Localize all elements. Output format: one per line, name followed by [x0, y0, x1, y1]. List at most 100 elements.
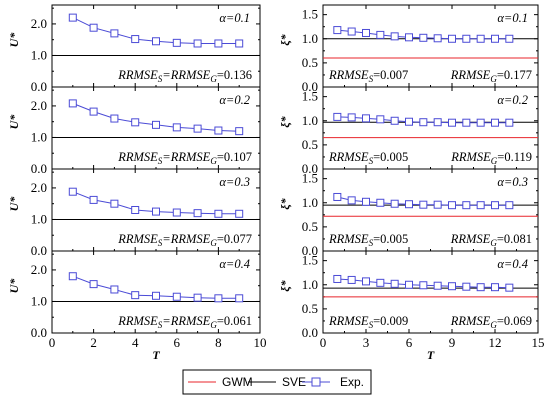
exp-point: [405, 280, 413, 289]
exp-point: [362, 197, 370, 206]
y-tick-label: 0.0: [302, 325, 318, 340]
rrmse-value: =0.009: [373, 314, 408, 328]
exp-point: [347, 113, 356, 122]
panel-a-2: 0.0 1.0 2.0 U* α=0.2 RRMSES=RRMSEG=0.107: [7, 86, 261, 176]
exp-point: [491, 283, 499, 292]
y-tick-label: 0.5: [302, 55, 318, 70]
rrmse-subscript: G: [210, 156, 217, 166]
exp-point: [390, 32, 399, 41]
rrmse-s-label: RRMSES=0.005: [328, 150, 408, 166]
exp-point: [433, 200, 442, 209]
exp-point: [193, 293, 202, 302]
legend-label: Exp.: [340, 375, 364, 389]
exp-point: [214, 126, 223, 135]
exp-point: [462, 282, 471, 291]
y-tick-label: 0.5: [302, 219, 318, 234]
y-tick-label: 0.0: [31, 243, 47, 258]
x-tick-label: 6: [406, 335, 413, 350]
rrmse-part: =RRMSE: [162, 314, 210, 328]
x-tick-label: 9: [449, 335, 456, 350]
exp-point: [390, 199, 399, 208]
exp-point: [376, 198, 385, 207]
exp-point: [419, 33, 428, 42]
legend: GWM SVE Exp.: [182, 369, 372, 395]
rrmse-value: =0.005: [373, 232, 408, 246]
exp-point: [214, 209, 223, 218]
x-tick-label: 12: [489, 335, 502, 350]
rrmse-value: =0.081: [497, 232, 532, 246]
exp-point: [172, 292, 181, 301]
y-axis-label: U*: [7, 114, 21, 130]
alpha-label: α=0.1: [497, 11, 528, 25]
exp-point: [462, 34, 471, 43]
rrmse-subscript: S: [369, 156, 374, 166]
exp-point: [333, 192, 342, 201]
rrmse-part: RRMSE: [328, 232, 369, 246]
y-tick-label: 1.0: [31, 47, 47, 62]
exp-point: [476, 201, 485, 210]
exp-point: [505, 34, 514, 43]
rrmse-subscript: G: [491, 156, 498, 166]
rrmse-subscript: G: [210, 238, 217, 248]
exp-point: [419, 200, 428, 209]
x-tick-label: 8: [215, 335, 222, 350]
rrmse-g-label: RRMSEG=0.177: [450, 68, 532, 84]
exp-point: [362, 277, 370, 286]
y-tick-label: 0.5: [302, 301, 318, 316]
rrmse-value: =0.107: [217, 150, 252, 164]
alpha-label: α=0.3: [219, 175, 250, 189]
exp-point: [235, 127, 244, 136]
y-tick-label: 2.0: [31, 16, 47, 31]
exp-point: [405, 33, 413, 42]
exp-point: [448, 118, 456, 127]
exp-point: [110, 114, 119, 123]
rrmse-part: RRMSE: [117, 314, 158, 328]
alpha-label: α=0.3: [497, 175, 528, 189]
exp-point: [448, 282, 456, 291]
exp-point: [68, 272, 77, 281]
y-tick-label: 2.0: [31, 180, 47, 195]
rrmse-subscript: S: [369, 74, 374, 84]
exp-point: [214, 294, 223, 303]
exp-point: [419, 281, 428, 290]
y-tick-label: 0.0: [31, 161, 47, 176]
exp-point: [110, 29, 119, 38]
exp-point: [89, 23, 98, 32]
rrmse-value: =0.136: [217, 68, 252, 82]
rrmse-part: RRMSE: [450, 68, 491, 82]
exp-point: [476, 118, 485, 127]
x-tick-label: 4: [132, 335, 139, 350]
rrmse-subscript: S: [158, 320, 163, 330]
x-tick-label: 0: [320, 335, 327, 350]
exp-point: [333, 112, 342, 121]
rrmse-value: =0.077: [217, 232, 252, 246]
y-tick-label: 1.0: [31, 129, 47, 144]
exp-point: [110, 199, 119, 208]
exp-point: [505, 283, 514, 292]
rrmse-g-label: RRMSEG=0.119: [450, 150, 532, 166]
y-tick-label: 0.5: [302, 137, 318, 152]
exp-point: [390, 116, 399, 125]
rrmse-part: =RRMSE: [162, 68, 210, 82]
x-tick-label: 0: [49, 335, 56, 350]
rrmse-g-label: RRMSEG=0.081: [450, 232, 532, 248]
exp-point: [376, 30, 385, 39]
alpha-label: α=0.4: [219, 257, 250, 271]
rrmse-part: RRMSE: [328, 314, 369, 328]
y-tick-label: 0.0: [302, 161, 318, 176]
exp-point: [152, 37, 160, 46]
rrmse-subscript: S: [158, 156, 163, 166]
rrmse-subscript: S: [369, 238, 374, 248]
rrmse-part: RRMSE: [117, 150, 158, 164]
legend-label: SVE: [282, 375, 306, 389]
exp-point: [235, 294, 244, 303]
exp-point: [347, 196, 356, 205]
exp-point: [193, 209, 202, 218]
exp-point: [405, 117, 413, 126]
exp-point: [89, 107, 98, 116]
rrmse-part: RRMSE: [450, 314, 491, 328]
exp-point: [89, 280, 98, 289]
